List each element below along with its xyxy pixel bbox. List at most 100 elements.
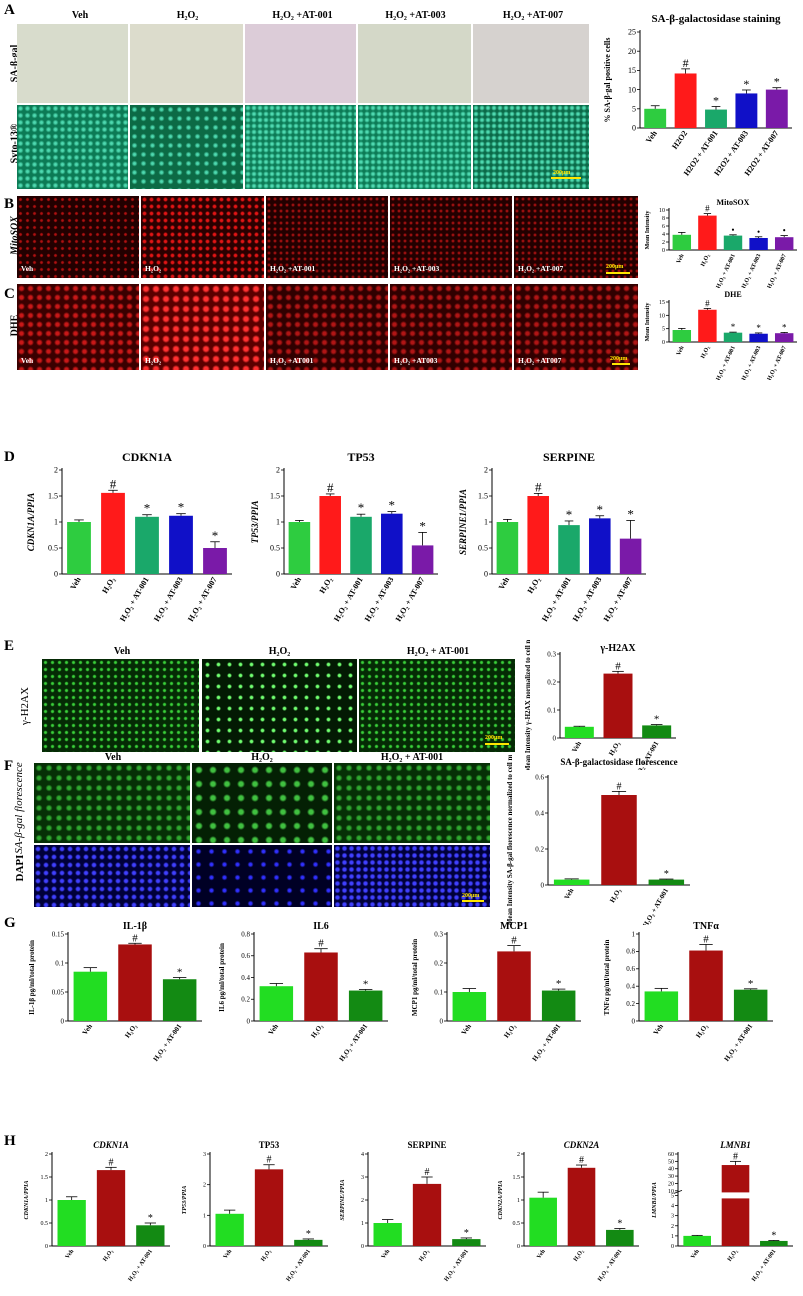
scale-bar-label: 200μm bbox=[610, 356, 628, 362]
y-tick-label: 0.4 bbox=[626, 983, 635, 991]
x-tick-label: H₂O₂ bbox=[694, 1023, 709, 1040]
x-tick-label: H₂O₂ + AT-001 bbox=[531, 1022, 563, 1063]
x-tick-label: Veh bbox=[497, 575, 512, 591]
y-tick-label: 0 bbox=[662, 340, 665, 346]
y-tick-label: 0.4 bbox=[241, 974, 250, 982]
significance-mark: * bbox=[617, 1219, 622, 1230]
y-axis-label: CDKN1A/PPIA bbox=[24, 1180, 30, 1219]
y-tick-label: 60 bbox=[668, 1152, 674, 1158]
y-tick-label: 1 bbox=[632, 930, 636, 938]
y-tick-label: 0 bbox=[671, 1244, 674, 1250]
micrograph-syto-at001 bbox=[245, 105, 356, 189]
significance-mark: # bbox=[705, 298, 710, 308]
y-tick-label: 10 bbox=[659, 208, 665, 214]
bar bbox=[57, 1200, 86, 1246]
x-tick-label: Veh bbox=[267, 1022, 280, 1036]
x-tick-label: Veh bbox=[563, 887, 576, 901]
axis-break-mark bbox=[673, 1190, 683, 1194]
significance-mark: * bbox=[774, 75, 780, 89]
significance-mark: * bbox=[731, 322, 736, 332]
y-axis-label: Mean Intensity bbox=[645, 211, 651, 250]
bar bbox=[529, 1197, 557, 1246]
significance-mark: # bbox=[617, 781, 622, 792]
x-tick-label: H₂O₂ + AT-001 bbox=[723, 1022, 755, 1063]
y-axis-label: IL-1β pg/ml/total protein bbox=[28, 940, 36, 1015]
panel-letter-c: C bbox=[4, 286, 15, 302]
x-tick-label: H₂O₂ + AT-007 bbox=[767, 345, 788, 380]
significance-mark: * bbox=[743, 77, 749, 91]
y-axis-label: Mean Intensity γ-H2AX normalized to cell… bbox=[524, 640, 532, 770]
chart-title: SA-β-galactosidase florescence bbox=[560, 757, 677, 767]
y-tick-label: 1 bbox=[484, 518, 488, 527]
bar bbox=[733, 989, 768, 1021]
micrograph-mitosox-h2o2: H₂O₂ bbox=[141, 196, 264, 278]
y-axis-label: Mean Intensity bbox=[645, 303, 651, 342]
y-tick-label: 2 bbox=[484, 466, 488, 475]
micrograph-syto-at003 bbox=[358, 105, 471, 189]
column-label-at001: H₂O₂ + AT-001 bbox=[380, 752, 444, 763]
chart-title: γ-H2AX bbox=[599, 643, 636, 654]
x-tick-label: Veh bbox=[68, 575, 83, 591]
row-label-dapi: DAPI bbox=[14, 854, 26, 882]
y-tick-label: 30 bbox=[668, 1174, 674, 1180]
image-label: H₂O₂ +AT001 bbox=[270, 356, 314, 365]
panel-letter-a: A bbox=[4, 2, 15, 18]
chart-title: SERPINE bbox=[407, 1140, 446, 1150]
y-axis-label: CDKN1A/PPIA bbox=[26, 493, 36, 552]
chart-title: TP53 bbox=[259, 1140, 280, 1150]
bar bbox=[735, 93, 758, 128]
y-tick-label: 3 bbox=[361, 1175, 364, 1181]
y-tick-label: 4 bbox=[662, 232, 665, 238]
y-tick-label: 5 bbox=[671, 1193, 674, 1199]
significance-mark: # bbox=[109, 1157, 114, 1168]
bar bbox=[541, 990, 576, 1021]
y-tick-label: 0.5 bbox=[48, 544, 58, 553]
bar bbox=[73, 971, 108, 1021]
column-label-at001: H₂O₂ +AT-001 bbox=[272, 10, 333, 21]
significance-mark: * bbox=[212, 528, 219, 543]
x-tick-label: H₂O₂ + AT-001 bbox=[716, 345, 737, 380]
chart-title: SERPINE bbox=[543, 450, 595, 464]
y-tick-label: 0 bbox=[632, 124, 636, 133]
scale-bar-label: 200μm bbox=[485, 735, 503, 741]
y-tick-label: 25 bbox=[628, 28, 636, 37]
significance-mark: * bbox=[566, 507, 573, 522]
micrograph-dhe-at001: H₂O₂ +AT001 bbox=[266, 284, 388, 370]
micrograph-sa-gal-at001 bbox=[245, 24, 356, 103]
micrograph-dapi-h2o2 bbox=[192, 845, 332, 907]
chart-title: LMNB1 bbox=[719, 1140, 751, 1150]
x-tick-label: H₂O₂ bbox=[573, 1249, 585, 1263]
x-tick-label: H2O2 bbox=[670, 129, 689, 151]
x-tick-label: H₂O₂ + AT-001 bbox=[118, 576, 151, 624]
chart-sa-gal-staining: SA-β-galactosidase staining 0 5 10 15 20 25 % S… bbox=[603, 13, 792, 178]
y-tick-label: 0 bbox=[54, 570, 58, 579]
bar bbox=[698, 215, 717, 250]
y-tick-label: 8 bbox=[662, 216, 665, 222]
y-axis-label: TNFα pg/ml/total protein bbox=[603, 940, 611, 1016]
scale-bar bbox=[485, 743, 509, 745]
y-axis-label: MCP1 pg/ml/total protein bbox=[411, 939, 419, 1016]
bar bbox=[553, 879, 590, 885]
y-tick-label: 10 bbox=[659, 313, 665, 319]
micrograph-dhe-h2o2: H₂O₂ bbox=[141, 284, 264, 370]
significance-mark: * bbox=[654, 714, 660, 726]
y-tick-label: 4 bbox=[671, 1204, 674, 1210]
significance-mark: * bbox=[756, 323, 761, 333]
bar bbox=[169, 515, 193, 574]
chart-il6: IL6 0 0.2 0.4 0.6 0.8 IL6 pg/ml/total protein V… bbox=[218, 921, 388, 1063]
bar bbox=[698, 309, 717, 342]
micrograph-dhe-veh: Veh bbox=[17, 284, 139, 370]
y-tick-label: 20 bbox=[628, 47, 636, 56]
y-tick-label: 0.8 bbox=[241, 930, 250, 938]
y-tick-label: 50 bbox=[668, 1159, 674, 1165]
significance-mark: # bbox=[110, 476, 117, 491]
y-tick-label: 1 bbox=[517, 1198, 520, 1204]
chart-title: IL-1β bbox=[123, 921, 147, 932]
column-label-veh: Veh bbox=[113, 646, 131, 657]
bar bbox=[294, 1239, 323, 1246]
x-tick-label: Veh bbox=[81, 1022, 94, 1036]
y-tick-label: 0 bbox=[45, 1244, 48, 1250]
significance-mark: * bbox=[363, 978, 369, 990]
y-tick-label: 0 bbox=[632, 1017, 636, 1025]
y-tick-label: 0.2 bbox=[547, 678, 556, 686]
